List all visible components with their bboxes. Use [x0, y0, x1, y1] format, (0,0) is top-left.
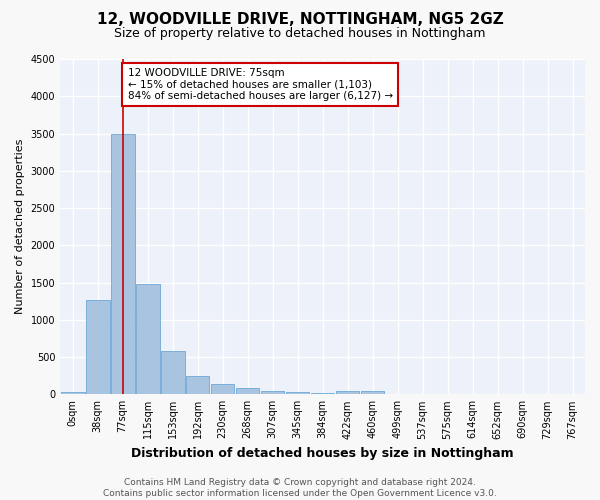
Bar	[61, 392, 85, 394]
Bar	[111, 134, 134, 394]
Bar	[311, 393, 334, 394]
Bar	[211, 384, 235, 394]
Text: 12 WOODVILLE DRIVE: 75sqm
← 15% of detached houses are smaller (1,103)
84% of se: 12 WOODVILLE DRIVE: 75sqm ← 15% of detac…	[128, 68, 393, 101]
Text: Contains HM Land Registry data © Crown copyright and database right 2024.
Contai: Contains HM Land Registry data © Crown c…	[103, 478, 497, 498]
Bar	[361, 390, 385, 394]
Bar	[161, 351, 185, 395]
Bar	[336, 392, 359, 394]
Y-axis label: Number of detached properties: Number of detached properties	[15, 139, 25, 314]
Bar	[261, 390, 284, 394]
X-axis label: Distribution of detached houses by size in Nottingham: Distribution of detached houses by size …	[131, 447, 514, 460]
Bar	[136, 284, 160, 395]
Text: 12, WOODVILLE DRIVE, NOTTINGHAM, NG5 2GZ: 12, WOODVILLE DRIVE, NOTTINGHAM, NG5 2GZ	[97, 12, 503, 28]
Text: Size of property relative to detached houses in Nottingham: Size of property relative to detached ho…	[114, 28, 486, 40]
Bar	[286, 392, 310, 394]
Bar	[86, 300, 110, 394]
Bar	[236, 388, 259, 394]
Bar	[186, 376, 209, 394]
